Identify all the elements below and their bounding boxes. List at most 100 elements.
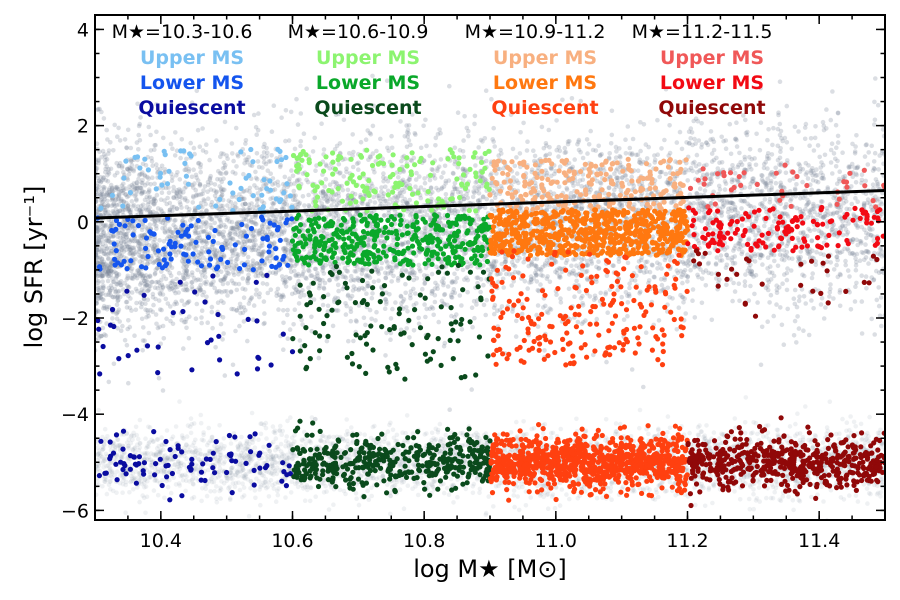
background-point bbox=[478, 137, 484, 143]
background-point bbox=[423, 226, 429, 231]
background-point bbox=[108, 283, 114, 289]
background-point bbox=[385, 145, 390, 151]
background-point bbox=[547, 144, 552, 150]
background-point bbox=[193, 316, 199, 322]
background-point bbox=[730, 298, 735, 304]
background-point bbox=[106, 285, 111, 291]
background-point bbox=[744, 132, 750, 138]
background-point bbox=[203, 228, 208, 234]
background-point bbox=[95, 183, 100, 189]
background-point bbox=[106, 169, 111, 175]
background-point bbox=[248, 296, 254, 301]
background-point bbox=[738, 160, 743, 165]
background-point bbox=[441, 184, 447, 189]
background-point bbox=[115, 280, 121, 285]
background-point bbox=[610, 263, 615, 268]
background-point bbox=[128, 210, 133, 215]
background-point bbox=[429, 304, 435, 310]
background-point bbox=[795, 314, 800, 319]
background-point bbox=[154, 129, 159, 135]
background-point bbox=[286, 138, 292, 143]
background-point bbox=[101, 187, 107, 192]
background-point bbox=[774, 302, 779, 307]
background-point bbox=[320, 190, 326, 196]
background-point bbox=[697, 168, 702, 173]
background-point bbox=[680, 280, 685, 286]
background-point bbox=[118, 328, 124, 334]
background-point bbox=[404, 326, 410, 331]
background-point bbox=[160, 225, 165, 231]
background-point bbox=[225, 293, 230, 298]
background-point bbox=[490, 267, 496, 272]
background-point bbox=[288, 109, 294, 115]
background-point bbox=[288, 269, 294, 275]
background-point bbox=[798, 249, 803, 254]
background-point bbox=[794, 340, 799, 345]
background-point bbox=[344, 166, 349, 171]
background-point bbox=[788, 268, 794, 273]
background-point bbox=[569, 271, 575, 276]
background-point bbox=[215, 260, 221, 266]
background-point bbox=[356, 167, 361, 172]
background-point bbox=[382, 306, 388, 312]
background-point bbox=[792, 287, 798, 293]
background-point bbox=[681, 261, 687, 266]
background-point bbox=[191, 256, 197, 261]
background-point bbox=[273, 216, 278, 222]
background-point bbox=[765, 284, 770, 289]
background-point bbox=[680, 295, 686, 300]
background-point bbox=[200, 240, 205, 245]
background-point bbox=[390, 306, 395, 312]
background-point bbox=[790, 256, 795, 262]
background-point bbox=[544, 276, 550, 282]
background-point bbox=[302, 203, 307, 208]
background-point bbox=[591, 352, 596, 358]
background-point bbox=[606, 185, 612, 191]
background-point bbox=[198, 162, 204, 167]
background-point bbox=[348, 318, 354, 324]
background-point bbox=[384, 330, 389, 336]
background-point bbox=[872, 99, 877, 105]
background-point bbox=[407, 335, 412, 340]
background-point bbox=[872, 122, 877, 127]
background-point bbox=[190, 194, 196, 199]
background-point bbox=[251, 233, 256, 238]
background-point bbox=[830, 211, 836, 217]
background-point bbox=[218, 188, 224, 193]
background-point bbox=[452, 290, 458, 296]
background-point bbox=[218, 220, 224, 225]
background-point bbox=[284, 237, 289, 243]
background-point bbox=[282, 174, 288, 180]
background-point bbox=[260, 243, 265, 248]
background-point bbox=[767, 200, 773, 205]
background-point bbox=[459, 327, 465, 332]
background-point bbox=[859, 299, 865, 304]
background-point bbox=[819, 295, 825, 301]
background-point bbox=[177, 200, 183, 205]
background-point bbox=[639, 161, 644, 166]
background-point bbox=[668, 257, 673, 263]
background-point bbox=[376, 196, 382, 201]
background-point bbox=[230, 169, 236, 175]
background-point bbox=[683, 261, 689, 266]
background-point bbox=[151, 302, 156, 308]
background-point bbox=[222, 289, 227, 294]
background-point bbox=[690, 252, 695, 258]
background-point bbox=[554, 267, 560, 273]
background-point bbox=[803, 121, 809, 127]
background-point bbox=[722, 179, 728, 184]
background-point bbox=[192, 181, 197, 186]
background-point bbox=[224, 170, 229, 175]
background-point bbox=[406, 131, 411, 136]
background-point bbox=[846, 165, 852, 170]
background-point bbox=[99, 109, 104, 115]
background-point bbox=[494, 272, 500, 277]
background-point bbox=[265, 168, 271, 173]
background-point bbox=[295, 122, 301, 127]
background-point bbox=[652, 157, 658, 163]
background-point bbox=[696, 238, 701, 243]
background-point bbox=[371, 194, 377, 200]
background-point bbox=[242, 251, 248, 256]
background-point bbox=[394, 170, 400, 175]
background-point bbox=[758, 252, 764, 258]
